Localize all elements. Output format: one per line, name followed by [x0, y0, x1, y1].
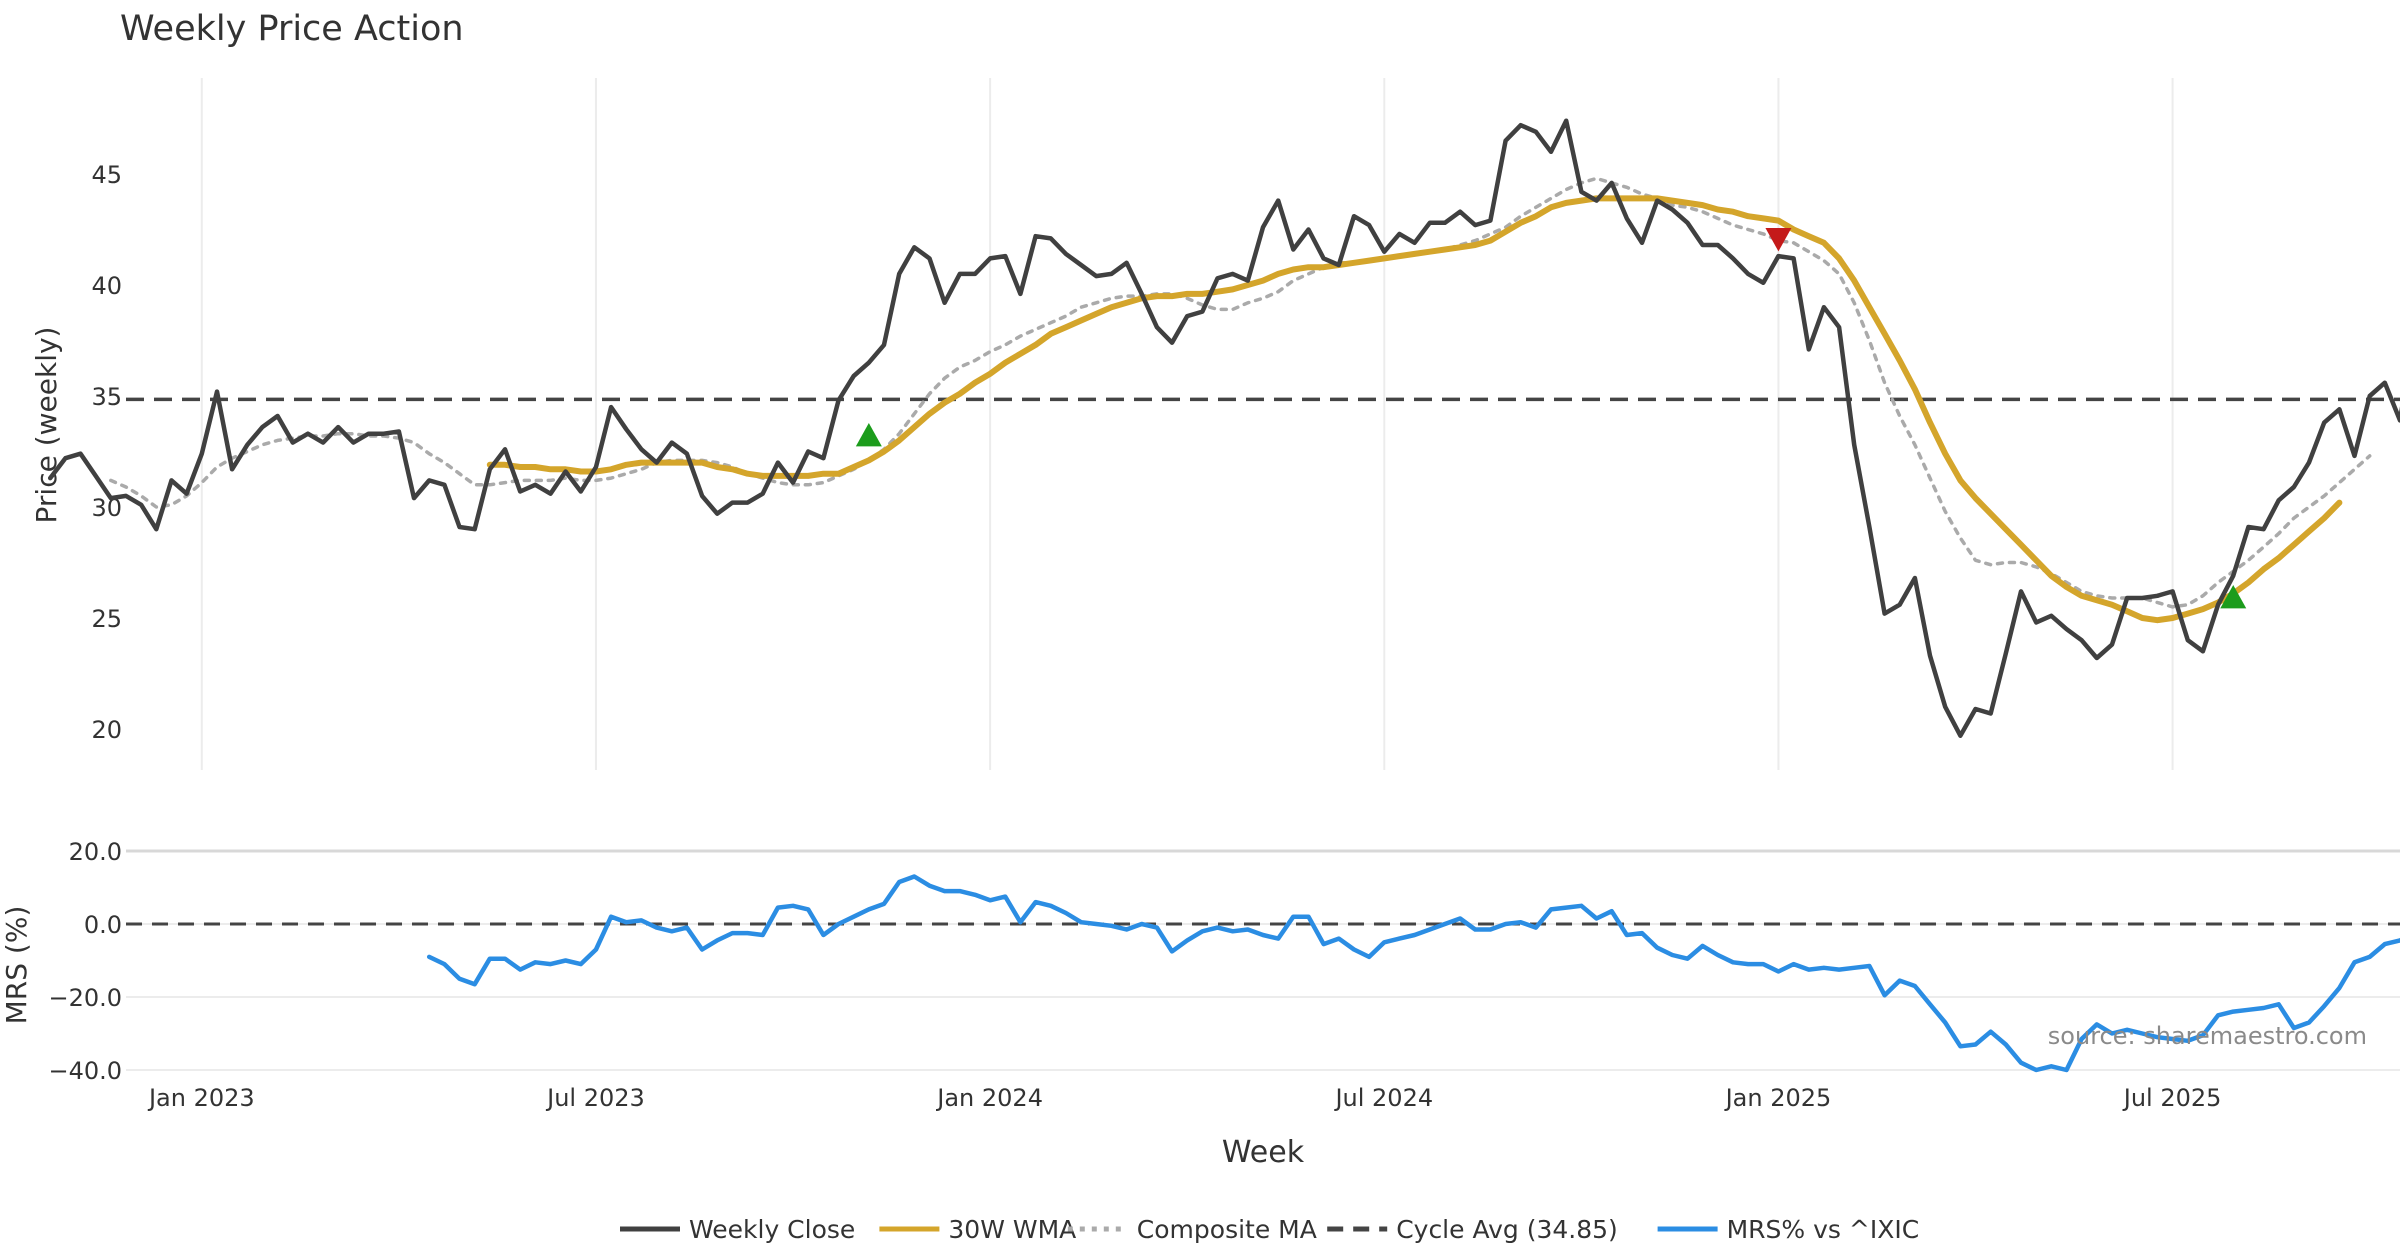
wma-30w-line: [486, 195, 2343, 624]
legend-label: Composite MA: [1137, 1215, 1317, 1244]
legend-label: Cycle Avg (34.85): [1396, 1215, 1618, 1244]
mrs-line: [426, 874, 2400, 1073]
sell-signal-marker: [1765, 227, 1792, 252]
price-grid: [200, 78, 2174, 770]
price-y-tick-label: 40: [91, 272, 122, 300]
x-tick-label: Jul 2023: [545, 1084, 645, 1112]
legend-item: MRS% vs ^IXIC: [1657, 1215, 1920, 1244]
legend-label: 30W WMA: [948, 1215, 1076, 1244]
legend-item: 30W WMA: [879, 1215, 1076, 1244]
mrs-y-tick-label: −40.0: [48, 1057, 122, 1085]
legend-label: Weekly Close: [689, 1215, 855, 1244]
source-note: source: sharemaestro.com: [2048, 1022, 2367, 1050]
legend-item: Cycle Avg (34.85): [1327, 1215, 1618, 1244]
signal-layer: [855, 227, 2247, 609]
x-tick-label: Jul 2024: [1333, 1084, 1433, 1112]
legend-item: Composite MA: [1067, 1215, 1317, 1244]
weekly-close-line: [47, 118, 2400, 738]
x-ticks: Jan 2023 Jul 2023 Jan 2024 Jul 2024 Jan 2025…: [147, 1084, 2221, 1112]
mrs-y-ticks: 20.0 0.0 −20.0 −40.0: [48, 838, 122, 1085]
chart-title: Weekly Price Action: [120, 9, 464, 49]
mrs-axis-label: MRS (%): [0, 906, 33, 1025]
price-y-tick-label: 20: [91, 716, 122, 744]
series-layer: [47, 118, 2400, 1073]
price-y-tick-label: 35: [91, 383, 122, 411]
composite-ma-line: [109, 176, 2372, 609]
x-tick-label: Jan 2025: [1724, 1084, 1832, 1112]
price-y-tick-label: 25: [91, 605, 122, 633]
buy-signal-marker: [855, 422, 882, 447]
mrs-y-tick-label: 20.0: [69, 838, 122, 866]
legend: Weekly Close 30W WMA Composite MA Cycle Avg…: [620, 1215, 1919, 1244]
mrs-y-tick-label: 0.0: [84, 911, 122, 939]
legend-label: MRS% vs ^IXIC: [1727, 1215, 1920, 1244]
x-axis-label: Week: [1222, 1135, 1305, 1170]
mrs-y-tick-label: −20.0: [48, 984, 122, 1012]
x-tick-label: Jan 2023: [147, 1084, 255, 1112]
buy-signal-marker: [2220, 585, 2247, 609]
legend-item: Weekly Close: [620, 1215, 855, 1244]
mrs-grid: [126, 849, 2400, 1071]
price-axis-label: Price (weekly): [30, 327, 63, 524]
x-tick-label: Jul 2025: [2122, 1084, 2222, 1112]
price-y-tick-label: 45: [91, 161, 122, 189]
x-tick-label: Jan 2024: [935, 1084, 1043, 1112]
